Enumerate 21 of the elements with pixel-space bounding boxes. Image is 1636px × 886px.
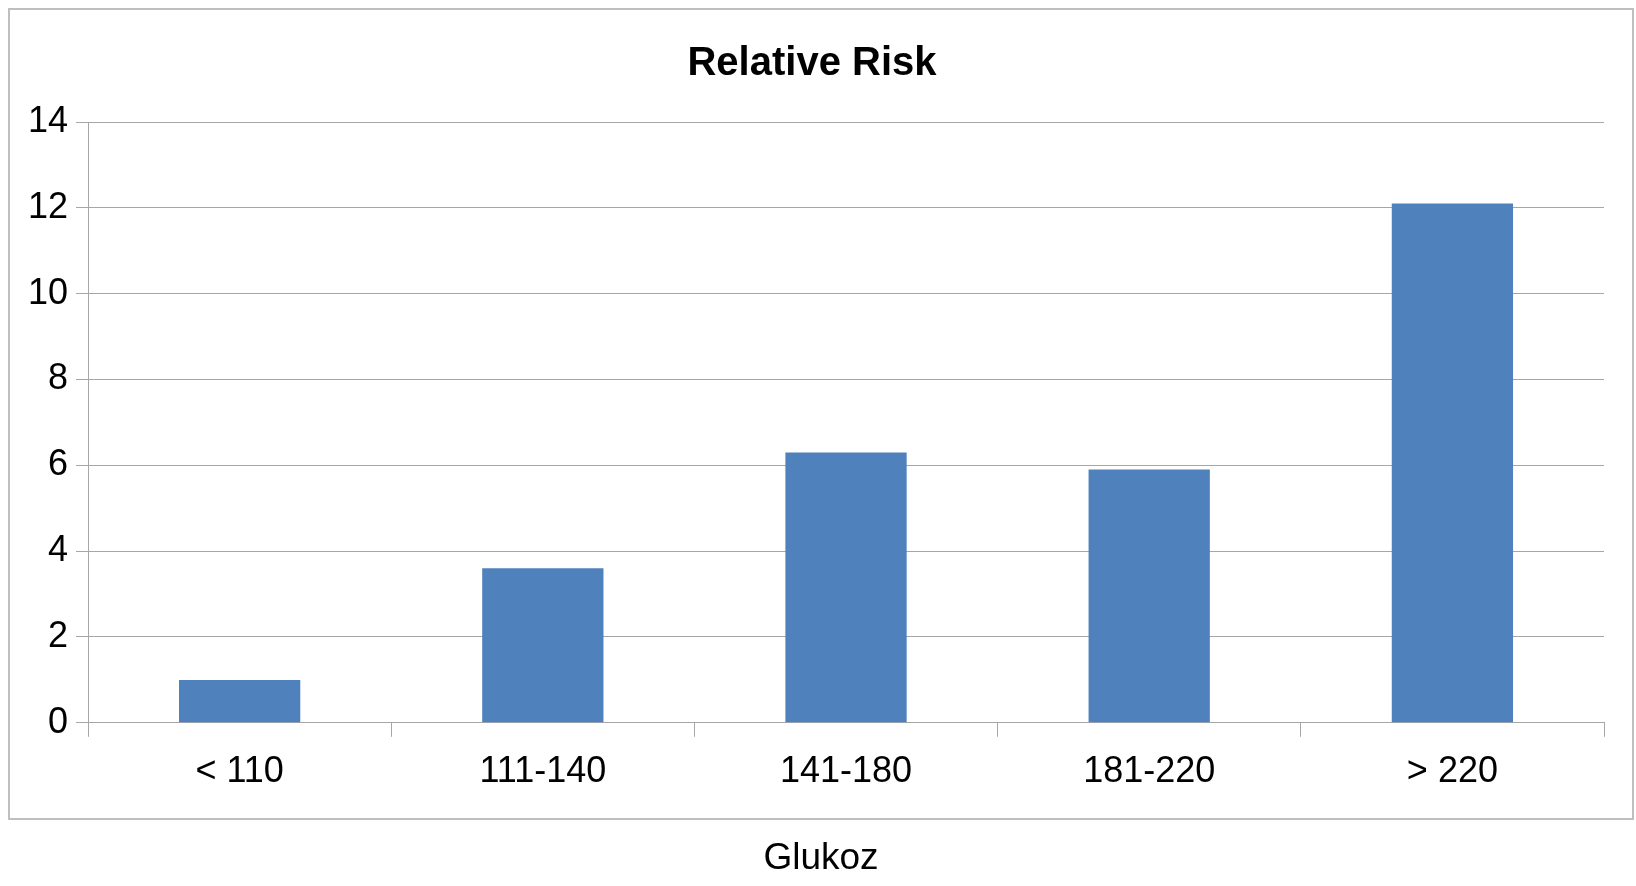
x-tick-label: 181-220 xyxy=(1083,749,1216,791)
bar xyxy=(482,568,604,723)
chart-title: Relative Risk xyxy=(687,39,938,84)
x-tick-label: 111-140 xyxy=(479,749,607,791)
y-tick-label: 10 xyxy=(28,270,69,312)
chart-frame: Relative Risk < 110 111-140 141-180 181-220 > 220 0 2 4 6 8 10 12 14 xyxy=(8,8,1634,820)
y-tick-label: 0 xyxy=(48,699,69,741)
y-tick-label: 8 xyxy=(48,356,69,398)
x-tick-label: 141-180 xyxy=(779,749,913,791)
x-axis-title: Glukoz xyxy=(762,836,880,878)
bar xyxy=(179,679,301,723)
y-tick-label: 6 xyxy=(48,442,69,484)
y-tick-label: 14 xyxy=(28,98,69,140)
y-tick-label: 4 xyxy=(48,528,69,570)
bar xyxy=(785,452,907,723)
bar xyxy=(1088,469,1210,723)
x-tick-label: < 110 xyxy=(195,749,284,791)
y-tick-label: 12 xyxy=(28,184,69,226)
y-tick-label: 2 xyxy=(48,613,69,655)
x-tick-label: > 220 xyxy=(1406,749,1498,791)
bar xyxy=(1391,203,1514,723)
